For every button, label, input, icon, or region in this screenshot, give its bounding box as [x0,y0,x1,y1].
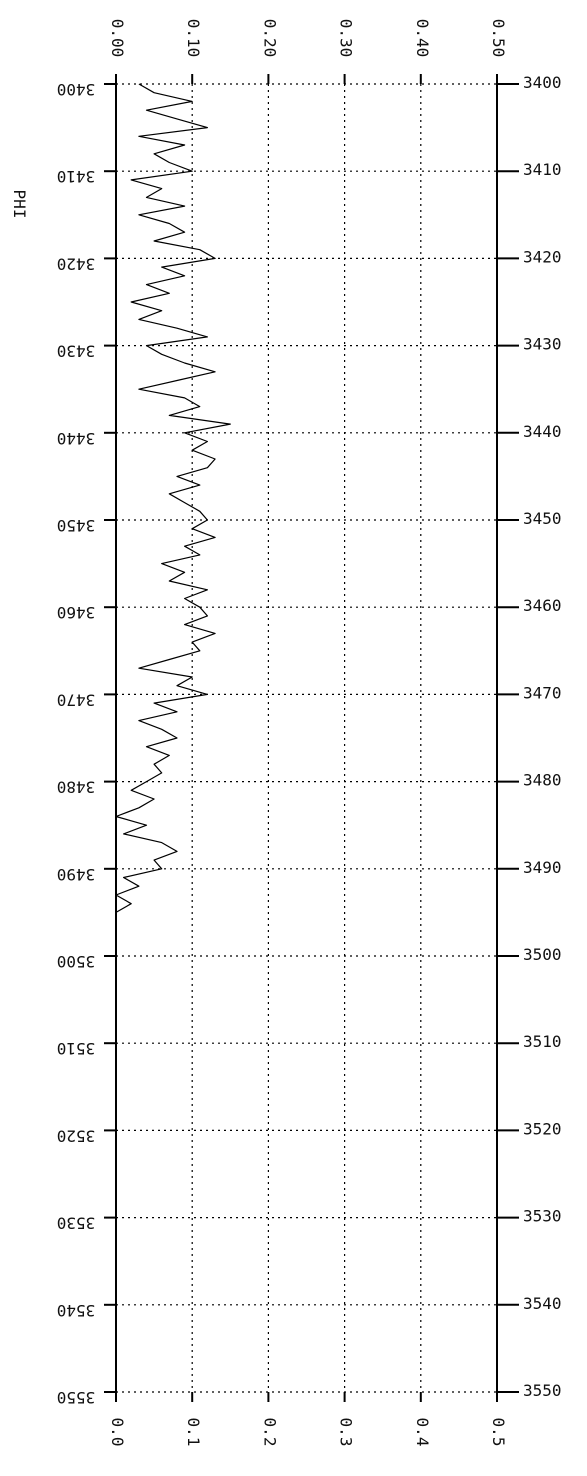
right-depth-label: 3420 [523,247,562,266]
left-depth-label: 3430 [57,342,96,361]
grid-lines [116,83,497,1393]
right-depth-label: 3520 [523,1119,562,1138]
right-depth-label: 3460 [523,596,562,615]
right-depth-label: 3450 [523,509,562,528]
bottom-value-label: 0.4 [413,1418,432,1447]
right-depth-label: 3430 [523,335,562,354]
left-depth-label: 3410 [57,167,96,186]
right-depth-label: 3470 [523,683,562,702]
right-depth-label: 3440 [523,422,562,441]
left-depth-label: 3440 [57,429,96,448]
left-depth-label: 3500 [57,952,96,971]
right-depth-label: 3530 [523,1207,562,1226]
top-value-label: 0.40 [413,19,432,58]
bottom-value-label: 0.1 [184,1418,203,1447]
left-depth-label: 3470 [57,690,96,709]
top-value-label: 0.10 [184,19,203,58]
top-value-label: 0.30 [337,19,356,58]
top-value-label: 0.20 [260,19,279,58]
bottom-value-label: 0.3 [337,1418,356,1447]
phi-series-line [115,83,231,913]
left-depth-label: 3480 [57,778,96,797]
tick-labels: 3400 3400 3410 3410 3420 3420 3430 3430 3440 3440… [57,19,562,1447]
right-depth-label: 3500 [523,945,562,964]
plot-frame [115,84,498,1392]
left-depth-label: 3550 [57,1388,96,1407]
left-depth-label: 3530 [57,1214,96,1233]
right-depth-label: 3410 [523,160,562,179]
right-depth-label: 3550 [523,1381,562,1400]
top-value-label: 0.00 [108,19,127,58]
left-depth-label: 3420 [57,254,96,273]
left-depth-label: 3490 [57,865,96,884]
right-depth-label: 3510 [523,1032,562,1051]
bottom-value-label: 0.2 [260,1418,279,1447]
left-depth-label: 3540 [57,1301,96,1320]
bottom-value-label: 0.5 [489,1418,508,1447]
tick-marks [104,74,519,1402]
left-depth-label: 3450 [57,516,96,535]
right-depth-label: 3540 [523,1294,562,1313]
right-depth-label: 3480 [523,771,562,790]
left-depth-label: 3510 [57,1039,96,1058]
right-depth-label: 3400 [523,73,562,92]
left-depth-label: 3400 [57,80,96,99]
left-depth-label: 3520 [57,1126,96,1145]
top-value-label: 0.50 [489,19,508,58]
x-axis-title: PHI [10,190,29,219]
bottom-value-label: 0.0 [108,1418,127,1447]
left-depth-label: 3460 [57,603,96,622]
right-depth-label: 3490 [523,858,562,877]
